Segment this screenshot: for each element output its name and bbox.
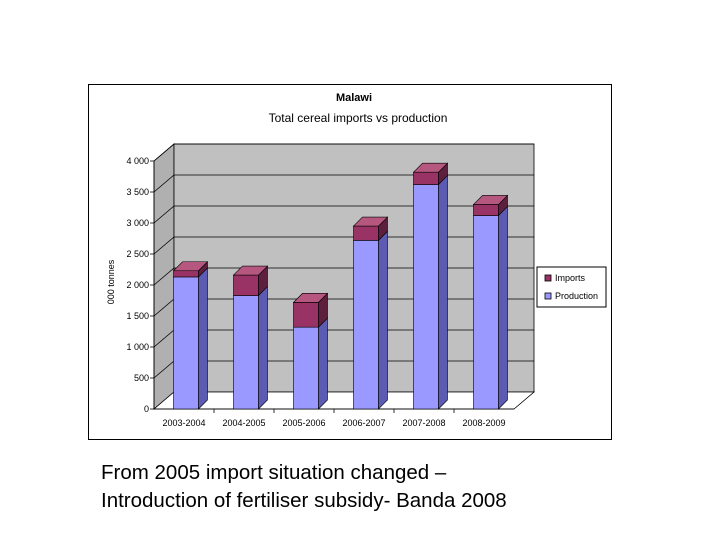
bar-production <box>413 184 439 410</box>
legend-label-production: Production <box>555 291 598 301</box>
bar-production <box>233 295 259 410</box>
bar-production <box>353 240 379 410</box>
gridline <box>153 143 534 162</box>
legend-swatch-imports <box>544 274 552 282</box>
legend-box <box>536 266 607 308</box>
y-tick-label: 2 000 <box>126 280 149 290</box>
bar-imports <box>353 225 379 241</box>
chart-title: Malawi <box>336 92 372 104</box>
y-tick-label: 3 500 <box>126 187 149 197</box>
bar-side-production <box>198 267 208 410</box>
bar-side-production <box>258 285 268 410</box>
bar-top-imports <box>412 162 449 173</box>
x-tick-label: 2008-2009 <box>462 418 505 428</box>
y-tick-label: 2 500 <box>126 249 149 259</box>
bar-top-imports <box>292 293 329 303</box>
x-tick-label: 2004-2005 <box>222 418 265 428</box>
bar-side-production <box>498 205 508 410</box>
x-tick-label: 2007-2008 <box>402 418 445 428</box>
caption-line-1: From 2005 import situation changed – <box>101 461 447 484</box>
bar-top-imports <box>172 261 209 272</box>
bar-side-production <box>438 174 448 410</box>
legend-swatch-production <box>544 292 552 300</box>
y-axis-label: 000 tonnes <box>106 259 116 304</box>
bar-production <box>293 326 319 410</box>
legend-label-imports: Imports <box>555 273 586 283</box>
bar-production <box>173 276 199 410</box>
x-tick-label: 2006-2007 <box>342 418 385 428</box>
slide-caption: From 2005 import situation changed – Int… <box>101 459 701 515</box>
y-tick-label: 4 000 <box>126 156 149 166</box>
y-tick-label: 3 000 <box>126 218 149 228</box>
bar-top-imports <box>232 265 269 276</box>
bar-top-imports <box>472 195 509 205</box>
y-tick-label: 0 <box>144 404 149 414</box>
chart-frame: Malawi Total cereal imports vs productio… <box>88 84 612 440</box>
bar-imports <box>473 204 499 216</box>
bar-imports <box>233 274 259 296</box>
y-tick-label: 1 000 <box>126 342 149 352</box>
chart-subtitle: Total cereal imports vs production <box>269 111 448 125</box>
bar-side-production <box>378 230 388 410</box>
plot-area: 0 500 1 000 1 500 2 000 2 500 3 000 3 500 4 000 2… <box>126 143 536 428</box>
legend: Imports Production <box>536 266 607 308</box>
bar-top-imports <box>352 216 389 227</box>
bar-imports <box>173 270 199 278</box>
bar-imports <box>413 171 439 185</box>
y-tick-label: 500 <box>134 373 149 383</box>
x-tick-label: 2003-2004 <box>162 418 205 428</box>
y-tick-label: 1 500 <box>126 311 149 321</box>
caption-line-2: Introduction of fertiliser subsidy- Band… <box>101 489 507 512</box>
bar-side-production <box>318 317 328 410</box>
x-tick-label: 2005-2006 <box>282 418 325 428</box>
bar-production <box>473 215 499 410</box>
chart-svg: Malawi Total cereal imports vs productio… <box>106 92 607 428</box>
bar-imports <box>293 302 319 328</box>
